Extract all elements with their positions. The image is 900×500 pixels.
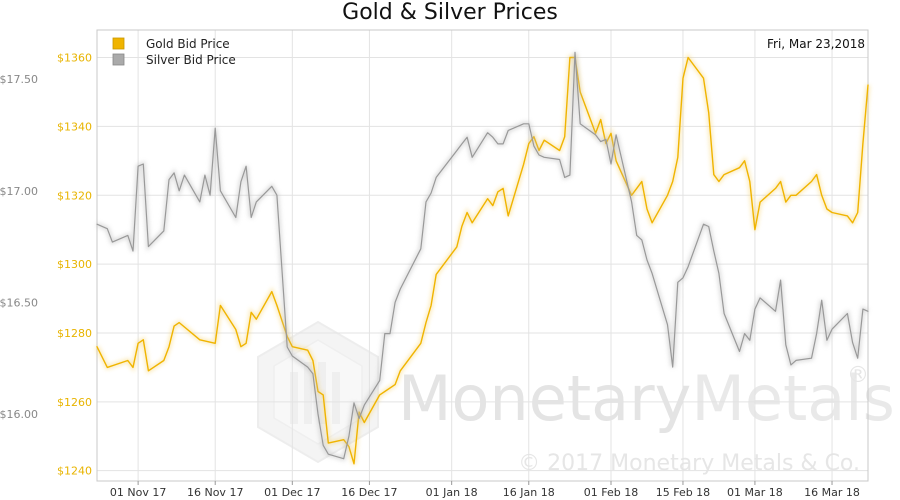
y-right-tick-label: $1240 <box>57 465 92 478</box>
y-right-tick-label: $1260 <box>57 396 92 409</box>
y-left-tick-label: $16.50 <box>0 296 38 309</box>
y-axis-right: $1360 $1340 $1320 $1300 $1280 $1260 $1240 <box>57 52 92 478</box>
watermark-copyright: © 2017 Monetary Metals & Co. <box>518 451 860 476</box>
x-tick-label: 01 Mar 18 <box>727 486 783 499</box>
legend-label-silver: Silver Bid Price <box>146 53 236 67</box>
chart-title: Gold & Silver Prices <box>342 0 558 25</box>
x-axis: 01 Nov 17 16 Nov 17 01 Dec 17 16 Dec 17 01 J… <box>110 481 860 499</box>
y-right-tick-label: $1320 <box>57 189 92 202</box>
watermark: MonetaryMetals ® © 2017 Monetary Metals … <box>257 320 895 476</box>
series-line-silver-bid-price <box>96 51 869 460</box>
y-right-tick-label: $1360 <box>57 52 92 65</box>
y-right-tick-label: $1280 <box>57 327 92 340</box>
x-tick-label: 01 Feb 18 <box>584 486 638 499</box>
watermark-brand-part1: Monetary <box>398 362 691 435</box>
series-line-gold-bid-price <box>96 56 869 465</box>
x-tick-label: 16 Dec 17 <box>341 486 397 499</box>
watermark-brand-part2: Metals <box>691 362 894 435</box>
y-right-tick-label: $1300 <box>57 258 92 271</box>
y-left-tick-label: $17.50 <box>0 73 38 86</box>
legend-swatch-silver <box>112 53 125 66</box>
y-axis-left: $17.50 $17.00 $16.50 $16.00 <box>0 73 38 421</box>
y-left-tick-label: $17.00 <box>0 185 38 198</box>
x-tick-label: 01 Jan 18 <box>426 486 478 499</box>
date-label: Fri, Mar 23,2018 <box>767 37 865 51</box>
x-tick-label: 01 Dec 17 <box>264 486 320 499</box>
x-tick-label: 16 Mar 18 <box>804 486 860 499</box>
plot-border <box>96 29 869 482</box>
legend-swatch-gold <box>112 37 125 50</box>
watermark-registered: ® <box>847 363 869 388</box>
x-tick-label: 01 Nov 17 <box>110 486 166 499</box>
x-tick-label: 16 Nov 17 <box>187 486 243 499</box>
series-lines <box>95 51 870 465</box>
svg-text:MonetaryMetals: MonetaryMetals <box>398 362 895 435</box>
x-tick-label: 15 Feb 18 <box>656 486 710 499</box>
plot-frame <box>96 29 869 482</box>
y-left-tick-label: $16.00 <box>0 408 38 421</box>
legend: Gold Bid Price Silver Bid Price <box>112 37 236 67</box>
y-right-tick-label: $1340 <box>57 120 92 133</box>
x-tick-label: 16 Jan 18 <box>503 486 555 499</box>
legend-label-gold: Gold Bid Price <box>146 37 230 51</box>
